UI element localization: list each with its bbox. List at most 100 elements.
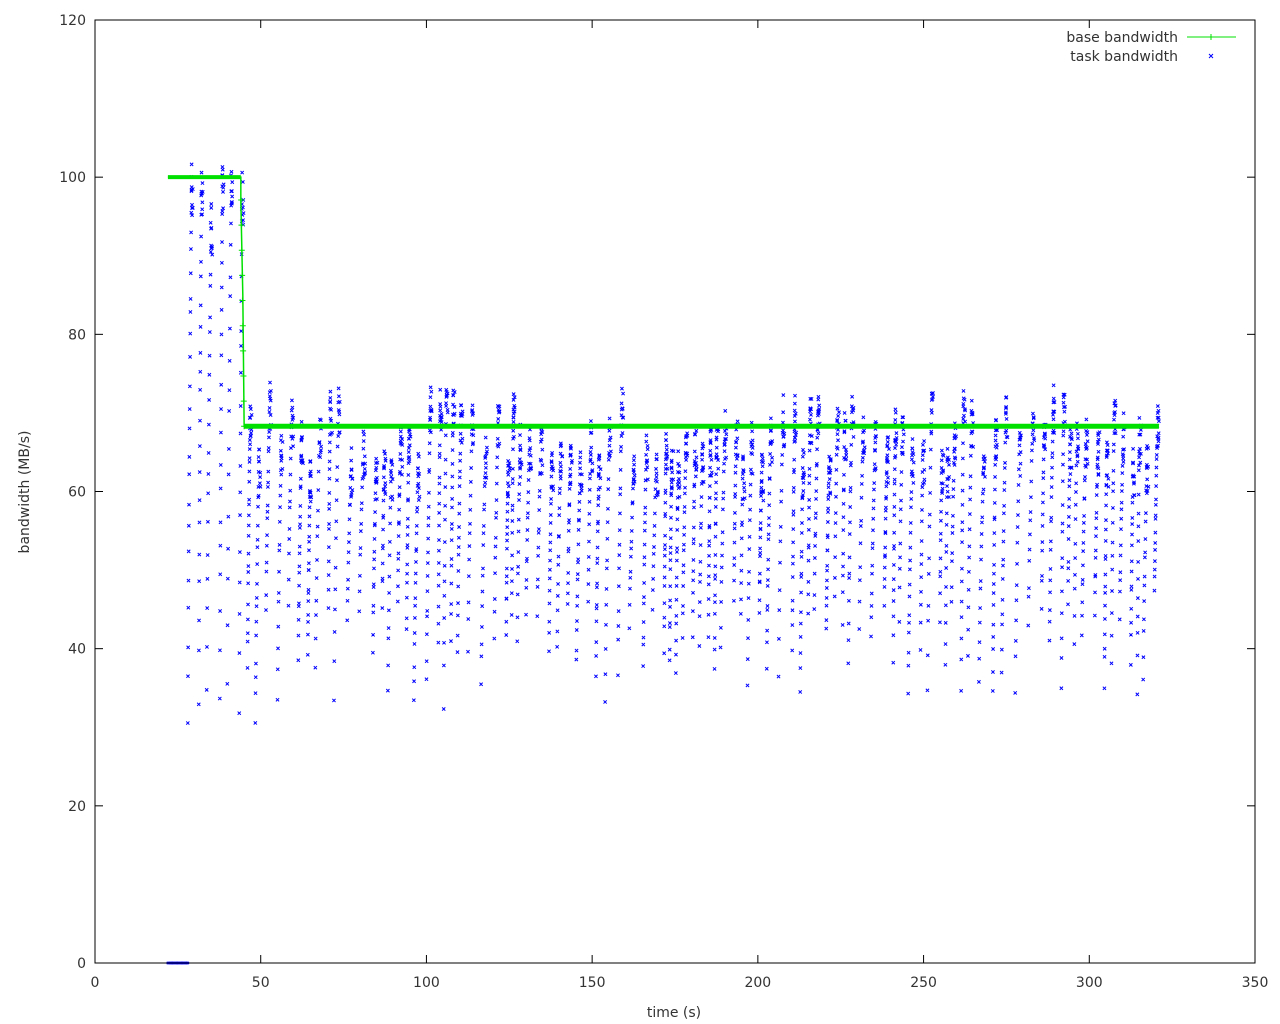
task-point <box>361 429 366 434</box>
task-point <box>253 675 258 680</box>
task-point <box>941 468 946 473</box>
task-point <box>953 435 958 440</box>
task-point <box>248 407 253 412</box>
task-point <box>1156 443 1160 448</box>
task-point <box>587 499 592 504</box>
task-point <box>1014 598 1019 603</box>
task-point <box>1069 431 1074 436</box>
task-point <box>466 649 470 654</box>
task-point <box>588 419 593 423</box>
task-point <box>1085 439 1090 444</box>
task-point <box>919 562 924 567</box>
task-point <box>1016 467 1021 472</box>
task-point <box>1003 440 1008 445</box>
task-point <box>337 399 342 404</box>
task-point <box>337 430 342 435</box>
task-point <box>870 546 875 551</box>
task-point <box>314 576 319 581</box>
task-point <box>605 520 610 525</box>
task-point <box>246 513 251 518</box>
legend-marker-task <box>1208 53 1214 59</box>
task-point <box>758 535 763 540</box>
task-point <box>247 416 252 420</box>
task-point <box>620 431 625 435</box>
task-point <box>335 444 340 449</box>
task-point <box>662 564 667 569</box>
task-point <box>207 353 212 358</box>
task-point <box>1155 415 1160 420</box>
task-point <box>732 540 737 545</box>
task-point <box>952 449 957 454</box>
task-point <box>396 551 401 556</box>
task-point <box>297 544 302 549</box>
task-point <box>518 466 522 471</box>
task-point <box>781 420 785 425</box>
task-point <box>800 466 805 470</box>
task-point <box>264 608 268 612</box>
task-point <box>708 448 713 453</box>
task-point <box>436 604 441 609</box>
task-point <box>908 520 913 525</box>
task-point <box>632 473 637 478</box>
task-point <box>663 500 668 505</box>
task-point <box>187 454 192 459</box>
task-point <box>667 621 672 626</box>
task-point <box>1066 602 1070 607</box>
task-point <box>1111 481 1116 486</box>
task-point <box>336 386 341 391</box>
x-tick-label: 50 <box>252 975 270 991</box>
task-point <box>238 370 243 375</box>
task-point <box>944 543 949 548</box>
task-point <box>709 427 714 432</box>
task-point <box>506 459 511 463</box>
task-point <box>225 576 230 581</box>
task-point <box>577 491 582 496</box>
task-point <box>699 495 704 500</box>
task-point <box>206 451 211 455</box>
task-point <box>746 636 750 641</box>
task-point <box>768 452 773 456</box>
task-point <box>426 523 431 528</box>
task-point <box>960 528 965 533</box>
task-point <box>654 479 659 484</box>
task-point <box>872 481 877 486</box>
task-point <box>645 465 650 470</box>
task-point <box>790 561 795 566</box>
task-point <box>238 513 243 518</box>
task-point <box>459 403 464 408</box>
task-point <box>436 640 441 645</box>
x-tick-label: 200 <box>744 975 771 991</box>
task-point <box>587 511 592 516</box>
task-point <box>1138 446 1142 451</box>
task-point <box>842 472 846 477</box>
task-point <box>616 637 621 642</box>
task-point <box>219 407 224 411</box>
task-point <box>525 556 529 561</box>
task-point <box>862 445 867 450</box>
task-point <box>510 476 515 481</box>
task-point <box>268 398 273 403</box>
task-point <box>515 639 520 644</box>
task-point <box>814 476 819 481</box>
task-point <box>318 455 323 460</box>
task-point <box>799 531 804 535</box>
task-point <box>315 534 320 539</box>
task-point <box>968 453 973 458</box>
task-point <box>1121 453 1126 458</box>
task-point <box>910 446 915 451</box>
task-point <box>404 627 409 632</box>
task-point <box>682 491 687 496</box>
task-point <box>555 629 560 634</box>
task-point <box>237 711 242 716</box>
task-point <box>668 584 673 589</box>
task-point <box>757 571 762 576</box>
task-point <box>328 416 333 421</box>
task-point <box>518 433 522 438</box>
task-point <box>406 480 411 485</box>
task-point <box>1113 398 1118 403</box>
task-point <box>828 491 833 496</box>
task-point <box>720 553 724 558</box>
task-point <box>809 397 814 401</box>
task-point <box>449 538 454 543</box>
task-point <box>910 450 915 455</box>
